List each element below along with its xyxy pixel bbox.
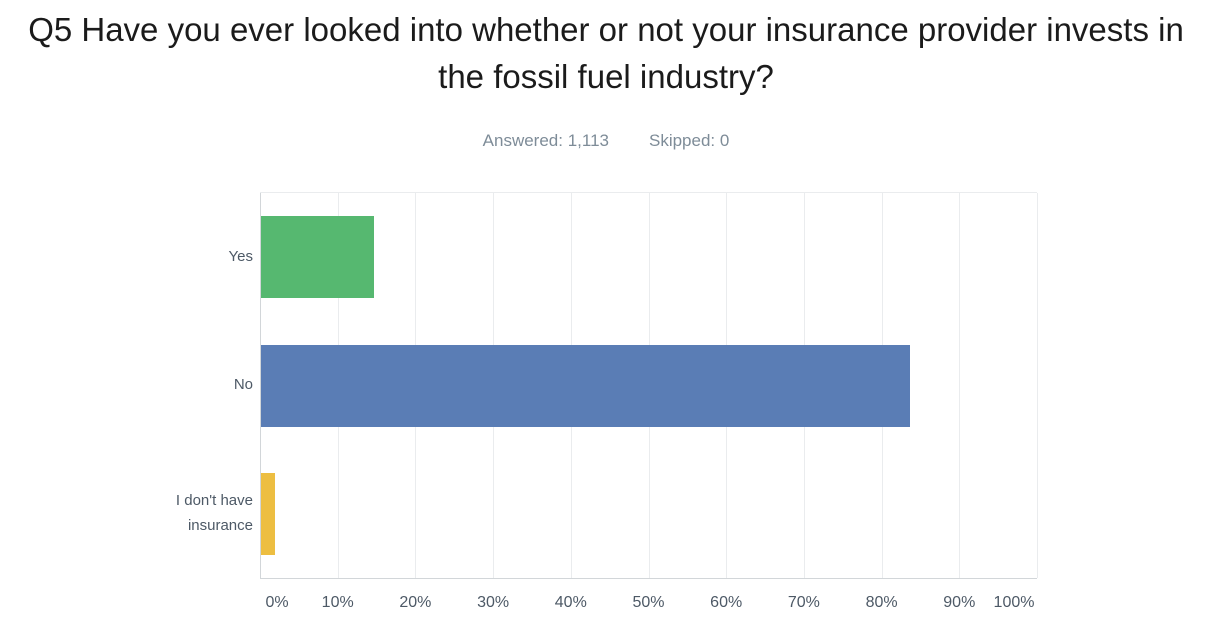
question-title: Q5 Have you ever looked into whether or …	[0, 6, 1212, 100]
x-tick-label: 10%	[321, 594, 354, 611]
y-axis-line	[260, 193, 261, 578]
gridline	[1037, 193, 1038, 578]
bar-i-don-t-have-insurance[interactable]	[261, 472, 275, 555]
question-title-text: Q5 Have you ever looked into whether or …	[28, 11, 1184, 95]
x-tick-label: 20%	[399, 594, 432, 611]
bar-yes[interactable]	[261, 216, 374, 299]
bar-no[interactable]	[261, 344, 910, 427]
answered-count: Answered: 1,113	[482, 131, 609, 150]
skipped-count: Skipped: 0	[648, 131, 730, 150]
x-tick-label: 40%	[554, 594, 587, 611]
x-tick-label: 30%	[477, 594, 510, 611]
stats-line: Answered: 1,113 Skipped: 0	[0, 131, 1212, 151]
category-label-no: No	[233, 376, 253, 393]
x-tick-label: 80%	[865, 594, 898, 611]
x-tick-label: 50%	[632, 594, 665, 611]
x-tick-label: 100%	[993, 594, 1035, 611]
category-label-i-don-t-have-insurance: I don't have insurance	[175, 491, 253, 534]
plot-area	[260, 192, 1038, 579]
x-tick-label: 70%	[787, 594, 820, 611]
x-tick-label: 60%	[710, 594, 743, 611]
gridline	[959, 193, 961, 578]
x-tick-label: 0%	[265, 594, 289, 611]
category-label-yes: Yes	[228, 247, 253, 265]
x-tick-label: 90%	[943, 594, 976, 611]
